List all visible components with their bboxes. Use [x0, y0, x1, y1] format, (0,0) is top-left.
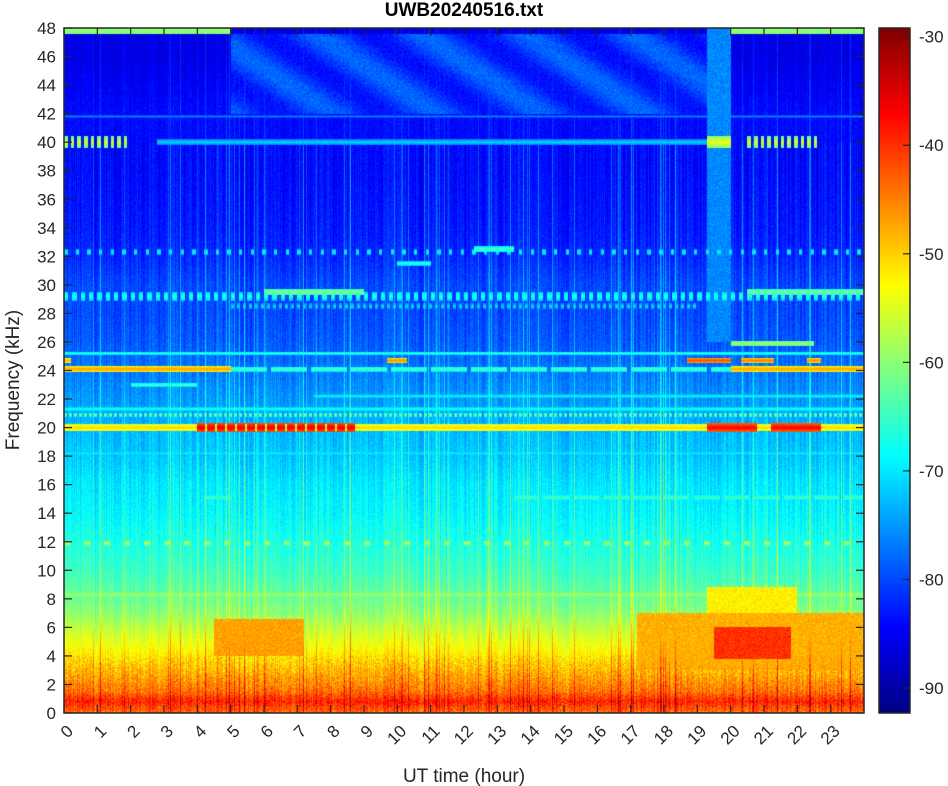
y-tick-label: 36: [37, 190, 56, 209]
colorbar-axis: -30 -40 -50 -60 -70 -80 -90: [903, 28, 944, 698]
x-tick-label: 9: [357, 722, 377, 742]
x-tick-label: 6: [257, 722, 277, 742]
y-axis: 0246810121416182022242628303234363840424…: [37, 19, 864, 723]
y-tick-label: 26: [37, 333, 56, 352]
y-tick-label: 32: [37, 247, 56, 266]
y-tick-label: 0: [47, 704, 56, 723]
x-tick-label: 22: [784, 722, 811, 749]
y-tick-label: 44: [37, 76, 56, 95]
x-tick-label: 12: [450, 722, 477, 749]
y-tick-label: 20: [37, 419, 56, 438]
x-tick-label: 18: [650, 722, 677, 749]
x-tick-label: 20: [717, 722, 744, 749]
x-tick-label: 13: [484, 722, 511, 749]
y-tick-label: 42: [37, 105, 56, 124]
y-tick-label: 10: [37, 561, 56, 580]
x-tick-label: 19: [684, 722, 711, 749]
y-tick-label: 48: [37, 19, 56, 38]
y-tick-label: 40: [37, 133, 56, 152]
x-tick-label: 8: [324, 722, 344, 742]
y-tick-label: 12: [37, 533, 56, 552]
colorbar-tick-label: -90: [919, 679, 944, 698]
x-tick-label: 16: [584, 722, 611, 749]
x-tick-label: 17: [617, 722, 644, 749]
y-tick-label: 22: [37, 390, 56, 409]
x-tick-label: 14: [517, 722, 544, 749]
x-tick-label: 7: [290, 722, 310, 742]
y-tick-label: 24: [37, 362, 56, 381]
x-tick-label: 11: [418, 722, 444, 748]
y-tick-label: 18: [37, 447, 56, 466]
x-tick-label: 15: [550, 722, 577, 749]
y-tick-label: 8: [47, 590, 56, 609]
x-tick-label: 1: [90, 722, 110, 742]
plot-frame: [63, 27, 865, 714]
x-tick-label: 0: [57, 722, 77, 742]
colorbar-tick-label: -70: [919, 462, 944, 481]
y-tick-label: 34: [37, 219, 56, 238]
y-tick-label: 2: [47, 675, 56, 694]
y-tick-label: 46: [37, 48, 56, 67]
colorbar-tick-label: -80: [919, 570, 944, 589]
y-axis-label: Frequency (kHz): [3, 310, 24, 450]
x-tick-label: 10: [384, 722, 411, 749]
y-tick-label: 6: [47, 618, 56, 637]
y-tick-label: 4: [47, 647, 56, 666]
y-tick-label: 16: [37, 476, 56, 495]
colorbar-tick-label: -30: [919, 28, 944, 47]
colorbar-tick-label: -50: [919, 245, 944, 264]
x-tick-label: 2: [124, 722, 144, 742]
colorbar-frame: [878, 27, 911, 714]
x-tick-label: 5: [224, 722, 244, 742]
x-tick-label: 23: [817, 722, 844, 749]
x-axis: 0 1 2 3 4 5 6 7 8 9 10 11 12 13 14 15 16 17 18 19 20 21 22 23: [57, 28, 844, 748]
y-tick-label: 28: [37, 304, 56, 323]
spectrogram-heatmap: [64, 28, 864, 713]
colorbar-tick-label: -60: [919, 353, 944, 372]
x-tick-label: 4: [190, 722, 210, 742]
chart-title: UWB20240516.txt: [384, 0, 544, 21]
x-tick-label: 21: [750, 722, 777, 749]
colorbar-tick-label: -40: [919, 136, 944, 155]
colorbar: [879, 28, 910, 713]
x-tick-label: 3: [157, 722, 177, 742]
x-axis-label: UT time (hour): [403, 766, 525, 786]
y-tick-label: 38: [37, 162, 56, 181]
y-tick-label: 30: [37, 276, 56, 295]
y-tick-label: 14: [37, 504, 56, 523]
